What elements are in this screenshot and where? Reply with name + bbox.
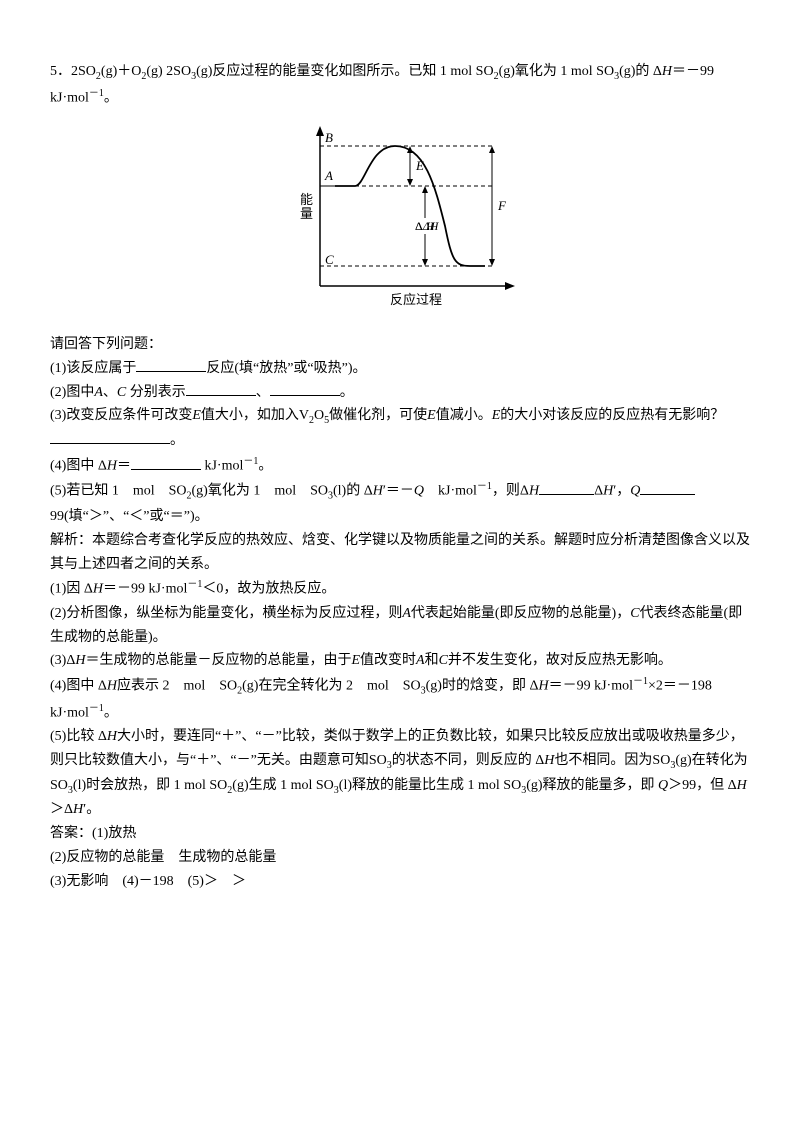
sub-q2: (2)图中A、C 分别表示、。: [50, 381, 750, 405]
qnum: 5．: [50, 64, 71, 79]
blank-3[interactable]: [50, 429, 170, 444]
analysis-1: (1)因 ΔH＝－99 kJ·mol－1＜0，故为放热反应。: [50, 576, 750, 601]
blank-2a[interactable]: [186, 381, 256, 396]
sub-q4: (4)图中 ΔH＝ kJ·mol－1。: [50, 453, 750, 478]
answer-3: (3)无影响 (4)－198 (5)＞ ＞: [50, 870, 750, 894]
sub-q3: (3)改变反应条件可改变E值大小，如加入V2O5做催化剂，可使E值减小。E的大小…: [50, 404, 750, 453]
svg-text:能: 能: [300, 192, 313, 207]
label-C: C: [325, 252, 334, 267]
answer-1: 答案：(1)放热: [50, 822, 750, 846]
label-B: B: [325, 130, 333, 145]
svg-text:H: H: [425, 219, 436, 233]
answer-2: (2)反应物的总能量 生成物的总能量: [50, 846, 750, 870]
question-stem: 5．2SO2(g)＋O2(g) 2SO3(g)反应过程的能量变化如图所示。已知 …: [50, 60, 750, 110]
svg-text:量: 量: [300, 206, 313, 221]
label-F: F: [497, 198, 507, 213]
blank-2b[interactable]: [270, 381, 340, 396]
label-A: A: [324, 168, 333, 183]
sub-q5: (5)若已知 1 mol SO2(g)氧化为 1 mol SO3(l)的 ΔH′…: [50, 478, 750, 528]
blank-5a[interactable]: [539, 480, 594, 495]
blank-4[interactable]: [131, 455, 201, 470]
analysis-head: 解析：本题综合考查化学反应的热效应、焓变、化学键以及物质能量之间的关系。解题时应…: [50, 529, 750, 577]
sub-q1: (1)该反应属于反应(填“放热”或“吸热”)。: [50, 357, 750, 381]
x-axis-label: 反应过程: [390, 292, 442, 307]
svg-text:Δ: Δ: [415, 219, 423, 233]
analysis-3: (3)ΔH＝生成物的总能量－反应物的总能量，由于E值改变时A和C并不发生变化，故…: [50, 649, 750, 673]
label-E: E: [415, 158, 424, 173]
prompt: 请回答下列问题：: [50, 333, 750, 357]
energy-diagram: 能 量 反应过程 A B C E ΔΔH Δ H F: [50, 116, 750, 325]
blank-1[interactable]: [136, 357, 206, 372]
analysis-5: (5)比较 ΔH大小时，要连同“＋”、“－”比较，类似于数学上的正负数比较，如果…: [50, 725, 750, 822]
analysis-4: (4)图中 ΔH应表示 2 mol SO2(g)在完全转化为 2 mol SO3…: [50, 673, 750, 725]
analysis-2: (2)分析图像，纵坐标为能量变化，横坐标为反应过程，则A代表起始能量(即反应物的…: [50, 602, 750, 650]
blank-5b[interactable]: [640, 480, 695, 495]
